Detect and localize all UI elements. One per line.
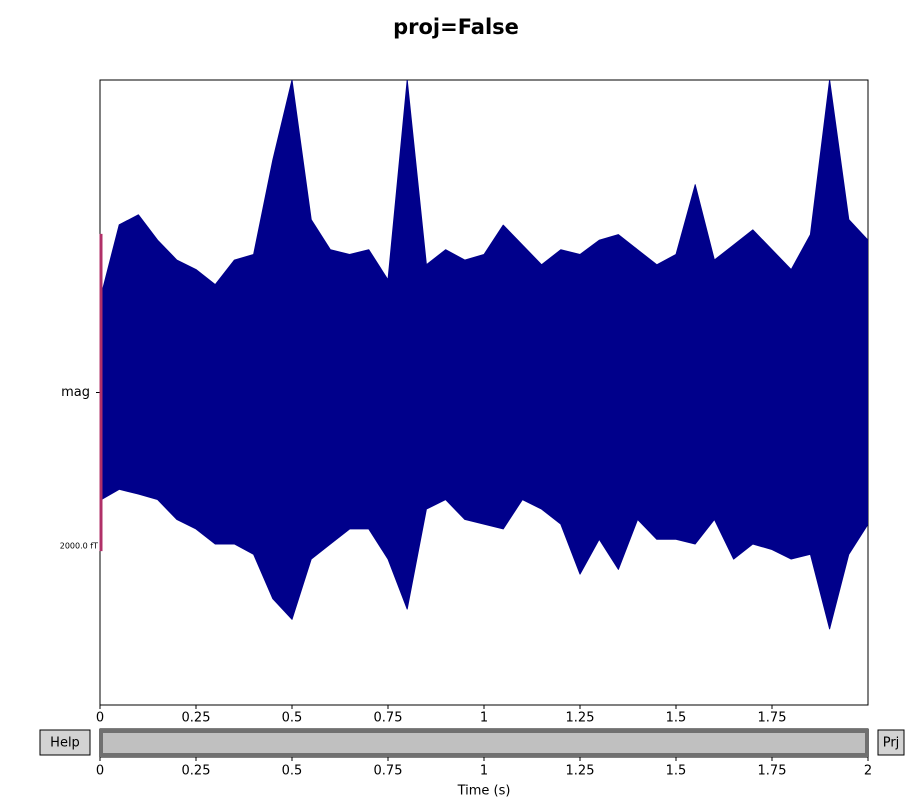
x-tick-label: 1.5	[666, 711, 687, 726]
help-button[interactable]	[39, 729, 91, 756]
x-tick-label: 0.75	[374, 711, 403, 726]
trace-envelope-lower	[100, 392, 868, 630]
proj-button[interactable]	[877, 729, 905, 756]
scroll-x-tick-label: 1	[480, 764, 488, 779]
proj-button-label[interactable]: Prj	[883, 736, 900, 751]
scroll-x-tick-label: 2	[864, 764, 872, 779]
x-tick-label: 1.75	[758, 711, 787, 726]
scroll-x-tick-label: 0.25	[182, 764, 211, 779]
x-tick-label: 0.5	[282, 711, 303, 726]
x-axis-label: Time (s)	[457, 784, 511, 799]
x-tick-label: 0.25	[182, 711, 211, 726]
scroll-x-tick-label: 0.75	[374, 764, 403, 779]
x-tick-label: 1	[480, 711, 488, 726]
x-tick-label: 0	[96, 711, 104, 726]
scroll-x-tick-label: 0.5	[282, 764, 303, 779]
help-button-label[interactable]: Help	[50, 736, 80, 751]
scroll-x-tick-label: 1.25	[566, 764, 595, 779]
scroll-x-tick-label: 1.5	[666, 764, 687, 779]
scale-bar-label: 2000.0 fT	[60, 542, 98, 551]
scroll-x-tick-label: 1.75	[758, 764, 787, 779]
chart-title: proj=False	[393, 15, 519, 39]
y-tick-label: mag	[61, 385, 90, 400]
x-tick-label: 1.25	[566, 711, 595, 726]
trace-envelope-upper	[100, 80, 868, 393]
scroll-window[interactable]	[99, 729, 869, 757]
scroll-x-tick-label: 0	[96, 764, 104, 779]
